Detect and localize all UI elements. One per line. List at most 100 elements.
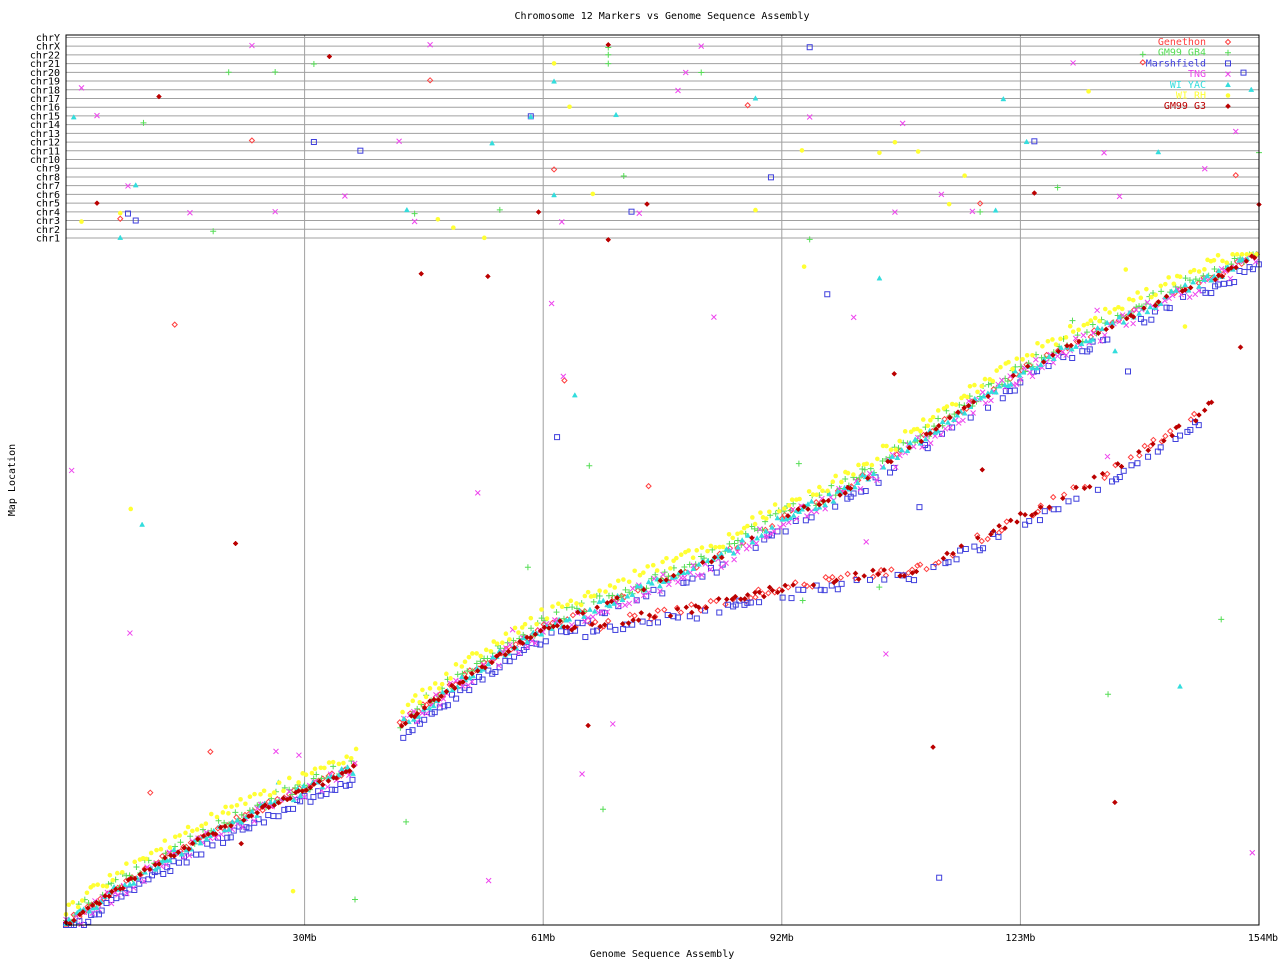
data-point [1239,252,1245,257]
data-point [556,601,561,607]
data-point [604,599,611,606]
data-point [806,114,813,120]
data-point [694,548,700,553]
data-point [905,569,912,577]
data-point [1002,525,1008,531]
data-point [175,849,182,856]
data-point [489,140,495,146]
data-point [512,625,518,631]
data-point [474,651,479,656]
data-point [290,888,296,894]
data-point [904,447,911,454]
data-point [877,150,882,156]
data-point [802,517,809,524]
data-point [1127,454,1135,461]
data-point [605,51,612,58]
data-point [852,570,859,577]
data-point [863,539,870,545]
data-point [876,584,883,591]
data-point [474,667,481,674]
data-point [585,722,591,729]
data-point [1196,412,1202,418]
data-point [458,673,465,680]
data-point [643,593,650,600]
chromosome-labels: chr1chr2chr3chr4chr5chr6chr7chr8chr9chr1… [30,33,60,245]
data-point [1020,357,1025,362]
chr-label: chr10 [30,155,60,166]
data-point [665,573,672,580]
data-point [1157,444,1164,451]
data-point [265,812,272,819]
data-point [564,624,571,631]
data-point [507,642,513,648]
data-point [148,850,154,856]
data-point [833,577,840,584]
data-point [844,495,851,502]
data-point [620,172,627,179]
data-point [874,477,880,483]
data-point [435,216,441,222]
data-point [312,766,318,772]
data-point [761,593,767,600]
data-point [144,856,149,862]
data-point [752,544,759,551]
data-point [624,593,631,599]
data-point [484,655,491,662]
data-point [1130,320,1136,327]
data-point [76,918,83,925]
legend-label: TNG [1188,69,1206,80]
data-point [558,628,565,635]
data-point [1215,281,1222,288]
data-point [626,589,633,596]
data-point [448,682,455,689]
data-point [619,620,626,627]
data-point [615,603,622,610]
data-point [889,453,896,459]
data-point [432,681,438,686]
data-point [632,568,638,574]
data-point [316,778,323,785]
data-point [723,560,729,566]
data-point [259,807,266,814]
data-point [661,606,668,613]
data-point [289,791,296,798]
data-point [238,811,245,818]
data-point [448,676,453,681]
data-point [411,713,418,720]
data-point [297,798,304,805]
data-point [592,593,597,599]
data-point [950,550,956,557]
data-point [788,595,795,602]
data-point [258,792,263,797]
data-point [688,601,695,608]
data-point [75,904,81,910]
data-point [217,824,224,831]
data-point [916,561,924,568]
data-point [309,770,315,776]
legend-marker [1225,49,1231,56]
data-point [559,604,565,610]
chr-label: chr22 [30,50,60,61]
data-point [496,206,503,213]
data-point [744,599,751,606]
data-point [1000,95,1007,102]
data-point [927,440,934,446]
data-point [147,789,154,796]
data-point [110,877,116,883]
data-point [1112,306,1118,312]
data-point [193,851,200,858]
data-point [781,511,788,519]
data-point [515,650,522,657]
data-point [79,898,85,903]
data-point [411,218,418,225]
data-point [1136,448,1142,455]
data-point [550,604,555,609]
data-point [538,631,545,637]
data-point [922,436,929,442]
data-point [1046,504,1053,511]
data-point [1086,89,1091,94]
data-point [1208,290,1215,297]
data-point [621,577,626,582]
data-point [396,138,402,145]
chart-title: Chromosome 12 Markers vs Genome Sequence… [514,11,809,22]
